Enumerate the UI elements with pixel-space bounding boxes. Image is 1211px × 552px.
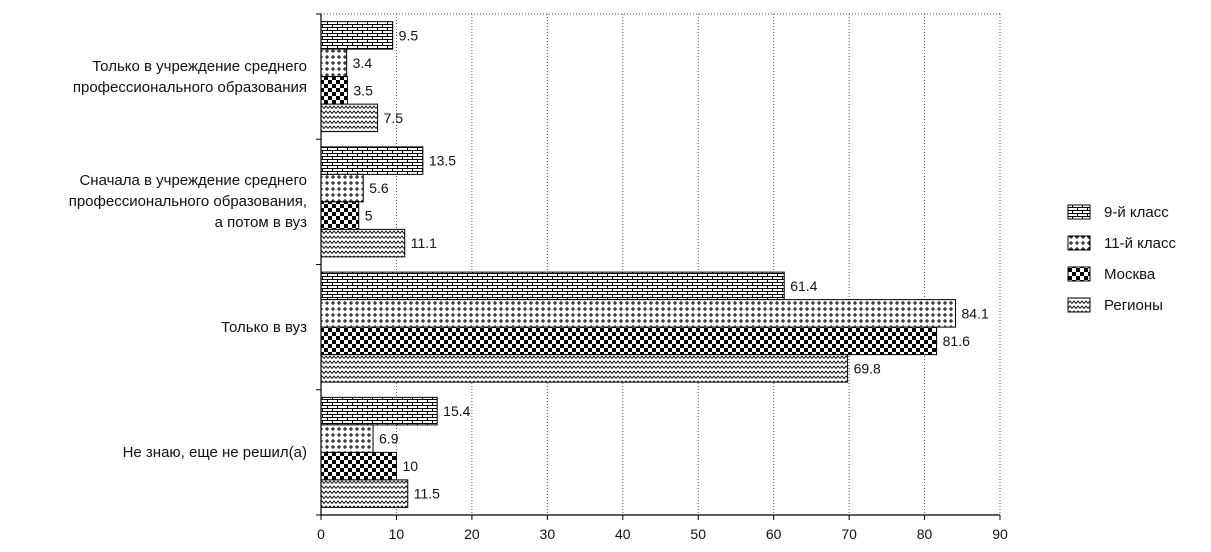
legend-swatch [1067,266,1091,282]
bar [320,103,379,133]
value-label: 7.5 [384,110,404,126]
category-label-line: Только в учреждение среднего [92,57,307,75]
value-label: 15.4 [443,403,470,419]
value-label: 5.6 [369,180,389,196]
x-tick-label: 50 [690,526,706,542]
x-tick-label: 90 [992,526,1008,542]
value-label: 9.5 [399,27,419,43]
category-label-line: а потом в вуз [214,214,307,232]
category-label-line: Сначала в учреждение среднего [79,172,307,190]
bar [320,479,409,508]
value-label: 61.4 [790,278,817,294]
category-label: Только в вуз [0,317,307,338]
grid-lines [321,13,1001,515]
bar [320,21,394,50]
legend-swatch [1067,235,1091,251]
x-tick-label: 30 [540,526,556,542]
legend-label: Регионы [1104,297,1163,314]
axes: 0 10 20 30 40 50 60 70 80 90 [316,13,1008,542]
legend-label: 11-й класс [1104,235,1176,252]
value-label: 81.6 [943,333,970,349]
bar [320,201,360,230]
x-tick-label: 0 [317,526,325,542]
category-label: Только в учреждение среднего профессионал… [0,56,307,98]
value-label: 69.8 [854,360,881,376]
legend-label: Москва [1104,266,1156,283]
value-label: 3.4 [353,55,373,71]
legend-swatch [1067,297,1091,313]
bar [320,228,406,258]
bar [320,76,348,105]
bar [320,173,364,203]
bar [320,424,374,453]
bar [320,326,938,356]
category-label-line: профессионального образования [72,78,307,96]
value-label: 84.1 [961,305,988,321]
value-label: 6.9 [379,431,399,447]
category-label: Сначала в учреждение среднего профессиона… [0,170,307,233]
x-tick-label: 40 [615,526,631,542]
bar [320,451,397,481]
category-label: Не знаю, еще не решил(а) [0,442,307,463]
x-tick-label: 70 [841,526,857,542]
value-label: 11.1 [411,235,437,251]
category-label-line: профессионального образования, [68,193,307,211]
bar [320,396,438,426]
x-tick-label: 10 [389,526,405,542]
bar [320,48,348,78]
value-label: 5 [365,208,373,224]
x-tick-label: 20 [464,526,480,542]
value-label: 10 [402,458,418,474]
bar [320,271,785,301]
bar [320,146,424,175]
x-tick-label: 60 [766,526,782,542]
bar [320,299,956,328]
x-tick-label: 80 [917,526,933,542]
value-label: 3.5 [353,82,373,98]
category-label-line: Только в вуз [221,318,307,336]
value-label: 13.5 [429,153,456,169]
bar [320,354,849,383]
legend-swatch [1067,204,1091,220]
legend-label: 9-й класс [1104,204,1169,221]
bars: 9.5 13.5 61.4 15.4 3.4 5.6 84.1 6.9 3.5 5 81.6 10 7.… [320,21,989,508]
value-label: 11.5 [414,486,440,502]
legend: 9-й класс 11-й класс Москва Регионы [1067,204,1176,314]
category-label-line: Не знаю, еще не решил(а) [122,443,307,461]
